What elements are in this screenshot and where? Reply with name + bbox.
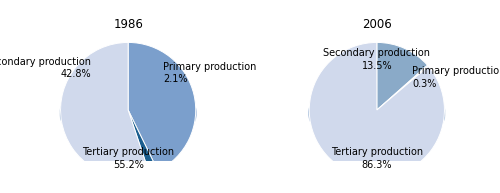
Ellipse shape: [308, 90, 445, 143]
Ellipse shape: [308, 90, 445, 143]
Ellipse shape: [60, 90, 196, 143]
Wedge shape: [128, 110, 158, 174]
Ellipse shape: [60, 88, 196, 140]
Ellipse shape: [60, 87, 196, 140]
Text: Tertiary production
86.3%: Tertiary production 86.3%: [331, 147, 423, 170]
Ellipse shape: [60, 84, 196, 137]
Ellipse shape: [60, 89, 196, 142]
Ellipse shape: [60, 84, 196, 136]
Ellipse shape: [308, 84, 445, 136]
Ellipse shape: [60, 90, 196, 143]
Title: 2006: 2006: [362, 18, 392, 31]
Text: Secondary production
42.8%: Secondary production 42.8%: [0, 57, 91, 79]
Ellipse shape: [60, 88, 196, 141]
Ellipse shape: [308, 87, 445, 140]
Title: 1986: 1986: [113, 18, 143, 31]
Text: Tertiary production
55.2%: Tertiary production 55.2%: [82, 147, 174, 170]
Wedge shape: [310, 42, 444, 178]
Ellipse shape: [60, 86, 196, 139]
Ellipse shape: [308, 88, 445, 140]
Wedge shape: [377, 42, 428, 110]
Wedge shape: [60, 42, 150, 178]
Ellipse shape: [308, 85, 445, 137]
Ellipse shape: [308, 84, 445, 137]
Ellipse shape: [60, 85, 196, 138]
Ellipse shape: [308, 89, 445, 141]
Ellipse shape: [308, 88, 445, 141]
Wedge shape: [377, 65, 428, 110]
Ellipse shape: [60, 89, 196, 141]
Ellipse shape: [60, 85, 196, 137]
Ellipse shape: [308, 89, 445, 142]
Ellipse shape: [308, 86, 445, 139]
Text: Secondary production
13.5%: Secondary production 13.5%: [324, 48, 430, 70]
Ellipse shape: [60, 86, 196, 139]
Text: Primary production
0.3%: Primary production 0.3%: [412, 66, 500, 89]
Ellipse shape: [308, 85, 445, 138]
Wedge shape: [128, 42, 196, 171]
Ellipse shape: [308, 86, 445, 139]
Text: Primary production
2.1%: Primary production 2.1%: [164, 62, 256, 84]
